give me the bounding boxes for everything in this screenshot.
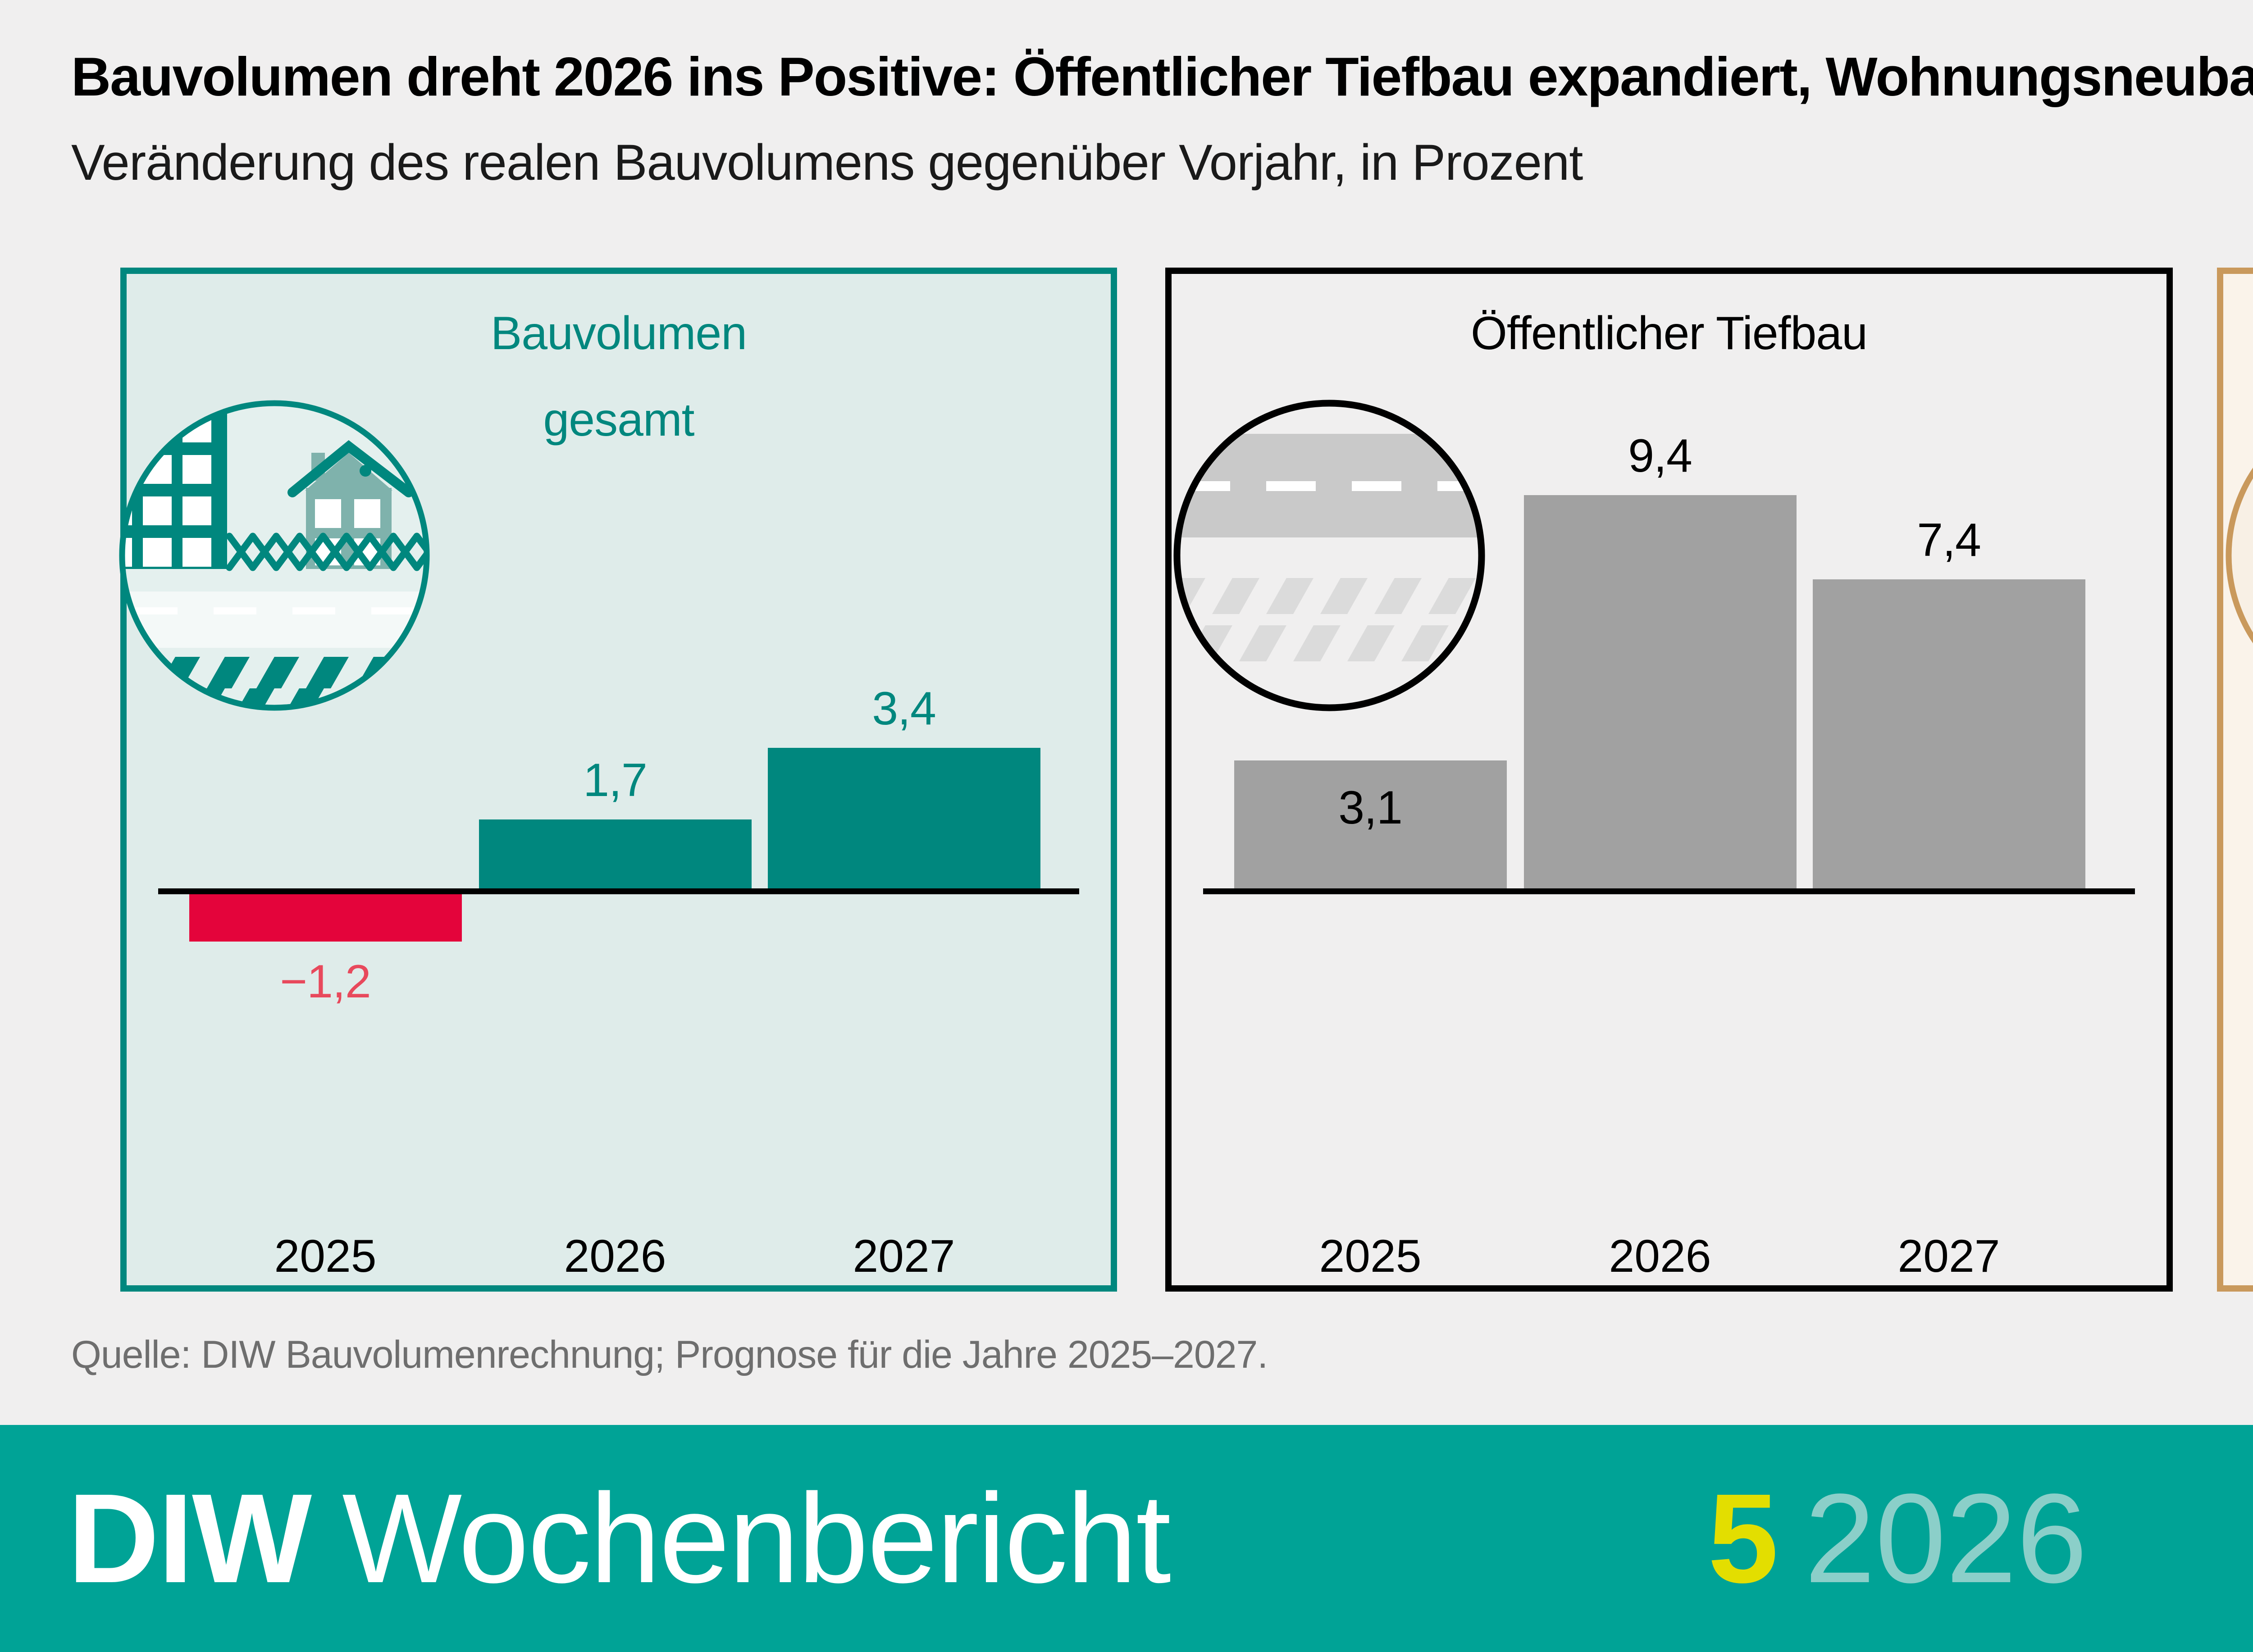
bar-2026 [1523, 495, 1797, 891]
panel-bauvolumen-gesamt: Bauvolumen gesamt [119, 268, 1117, 1292]
bar-2027 [1812, 579, 2085, 891]
residential-buildings-icon [2226, 468, 2253, 643]
page-subtitle: Veränderung des realen Bauvolumens gegen… [71, 134, 1583, 191]
bar-2025 [189, 891, 462, 942]
bar-2027 [767, 748, 1040, 891]
bar-value-label: 9,4 [1628, 430, 1692, 482]
plot-area: 3,1 2025 9,4 2026 7,4 2027 [1172, 274, 2166, 1285]
year-label: 2026 [564, 1230, 666, 1282]
bar-value-label: 3,1 [1338, 782, 1403, 834]
publication-brand: DIW Wochenbericht [68, 1425, 1171, 1652]
bar-2026 [479, 819, 752, 891]
panel-title: Öffentlicher Tiefbau [1172, 290, 2166, 377]
issue-year: 2026 [1804, 1467, 2088, 1609]
panel-oeffentlicher-tiefbau: Öffentlicher Tiefbau [1165, 268, 2173, 1292]
panel-title-line1: Wohnungsneubau [2223, 290, 2253, 377]
year-label: 2025 [274, 1230, 377, 1282]
source-note: Quelle: DIW Bauvolumenrechnung; Prognose… [71, 1333, 1268, 1376]
year-label: 2025 [1319, 1230, 1422, 1282]
panel-title-line1: Bauvolumen [490, 307, 747, 360]
publication-brand-name: Wochenbericht [342, 1467, 1171, 1609]
panel-title-line1: Öffentlicher Tiefbau [1471, 307, 1868, 360]
bar-value-label: −1,2 [280, 956, 371, 1008]
issue-number: 5 [1708, 1467, 1779, 1609]
issue-info: 5 2026 [1708, 1425, 2087, 1652]
panel-title: Bauvolumen gesamt [127, 290, 1111, 463]
zero-axis [1203, 888, 2135, 894]
panel-title-line2: gesamt [543, 394, 694, 446]
plot-area: −6,420252,420266,12027 [2223, 274, 2253, 1285]
zero-axis [158, 888, 1079, 894]
plot-area: −1,2 2025 1,7 2026 3,4 2027 [127, 274, 1111, 1285]
publication-brand-bold: DIW [68, 1467, 312, 1609]
year-label: 2027 [1897, 1230, 2000, 1282]
year-label: 2026 [1609, 1230, 1711, 1282]
bar-2025 [1234, 760, 1507, 891]
page-title: Bauvolumen dreht 2026 ins Positive: Öffe… [71, 46, 2253, 107]
year-label: 2027 [853, 1230, 955, 1282]
bar-value-label: 1,7 [583, 754, 648, 806]
footer-band: DIW Wochenbericht 5 2026 DIW BERLIN [0, 1425, 2253, 1652]
city-house-road-rail-icon [119, 400, 430, 711]
bar-value-label: 3,4 [872, 683, 936, 735]
panel-wohnungsneubau: Wohnungsneubau [2217, 268, 2253, 1292]
panel-title: Wohnungsneubau [2223, 290, 2253, 377]
bar-value-label: 7,4 [1917, 514, 1981, 566]
road-rail-icon [1173, 400, 1485, 711]
